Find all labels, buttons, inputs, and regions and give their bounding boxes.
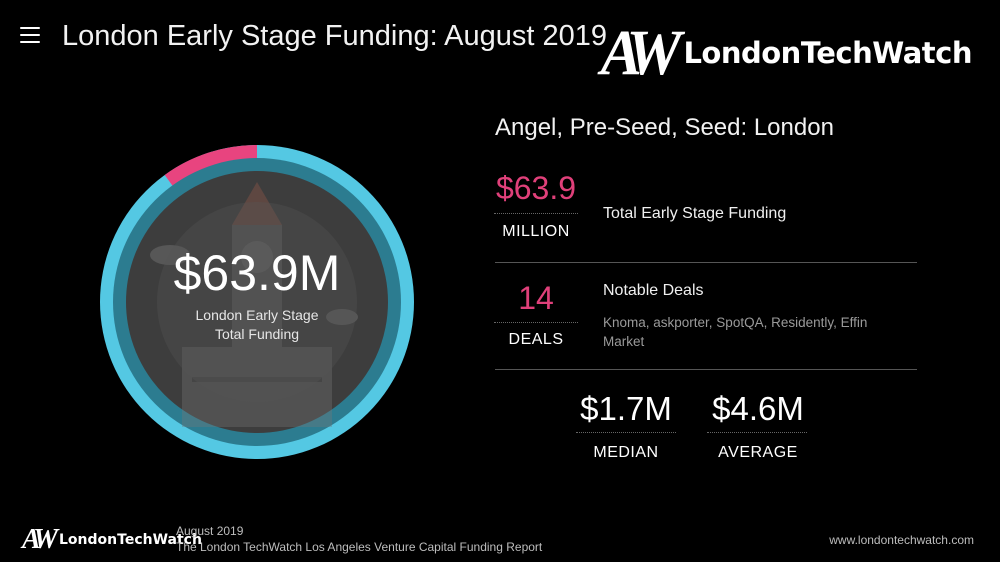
hamburger-menu-icon[interactable] — [20, 27, 40, 47]
brand-name: LondonTechWatch — [683, 36, 972, 70]
section-divider — [495, 369, 917, 370]
footer-brand-logo: AW LondonTechWatch — [22, 526, 202, 554]
footer-report-name: The London TechWatch Los Angeles Venture… — [176, 540, 543, 554]
donut-center-disc — [157, 202, 357, 402]
donut-total-value: $63.9M — [173, 245, 341, 301]
notable-deals-heading: Notable Deals — [603, 282, 704, 299]
median-value: $1.7M — [580, 390, 672, 427]
donut-label-line2: Total Funding — [214, 326, 300, 342]
total-funding-description: Total Early Stage Funding — [603, 205, 787, 222]
footer-meta: August 2019 The London TechWatch Los Ang… — [176, 523, 542, 555]
big-ben-illustration — [150, 182, 358, 427]
page-title: London Early Stage Funding: August 2019 — [62, 20, 607, 52]
footer-url[interactable]: www.londontechwatch.com — [829, 533, 974, 547]
divider-dotted — [707, 432, 807, 433]
average-value: $4.6M — [712, 390, 804, 427]
footer-date: August 2019 — [176, 524, 244, 538]
deals-count-value: 14 — [518, 280, 554, 316]
donut-inner-fill — [126, 171, 388, 433]
funding-donut — [100, 145, 414, 459]
notable-deals-list: Knoma, askporter, SpotQA, Residently, Ef… — [603, 315, 868, 349]
average-unit: AVERAGE — [718, 444, 798, 461]
section-divider — [495, 262, 917, 263]
total-funding-value: $63.9 — [495, 170, 577, 206]
total-funding-unit: MILLION — [502, 223, 570, 240]
median-unit: MEDIAN — [593, 444, 659, 461]
footer-brand-name: LondonTechWatch — [59, 532, 202, 548]
donut-center-text: $63.9M London Early Stage Total Funding — [92, 137, 422, 467]
donut-label-line1: London Early Stage — [195, 307, 319, 323]
section-title: Angel, Pre-Seed, Seed: London — [495, 114, 834, 141]
divider-dotted — [576, 432, 676, 433]
divider-dotted — [494, 322, 578, 323]
brand-logo: AW LondonTechWatch — [600, 17, 973, 89]
footer-brand-monogram: AW — [22, 524, 58, 555]
deals-count-unit: DEALS — [508, 331, 564, 348]
divider-dotted — [494, 213, 578, 214]
brand-monogram: AW — [600, 17, 682, 89]
